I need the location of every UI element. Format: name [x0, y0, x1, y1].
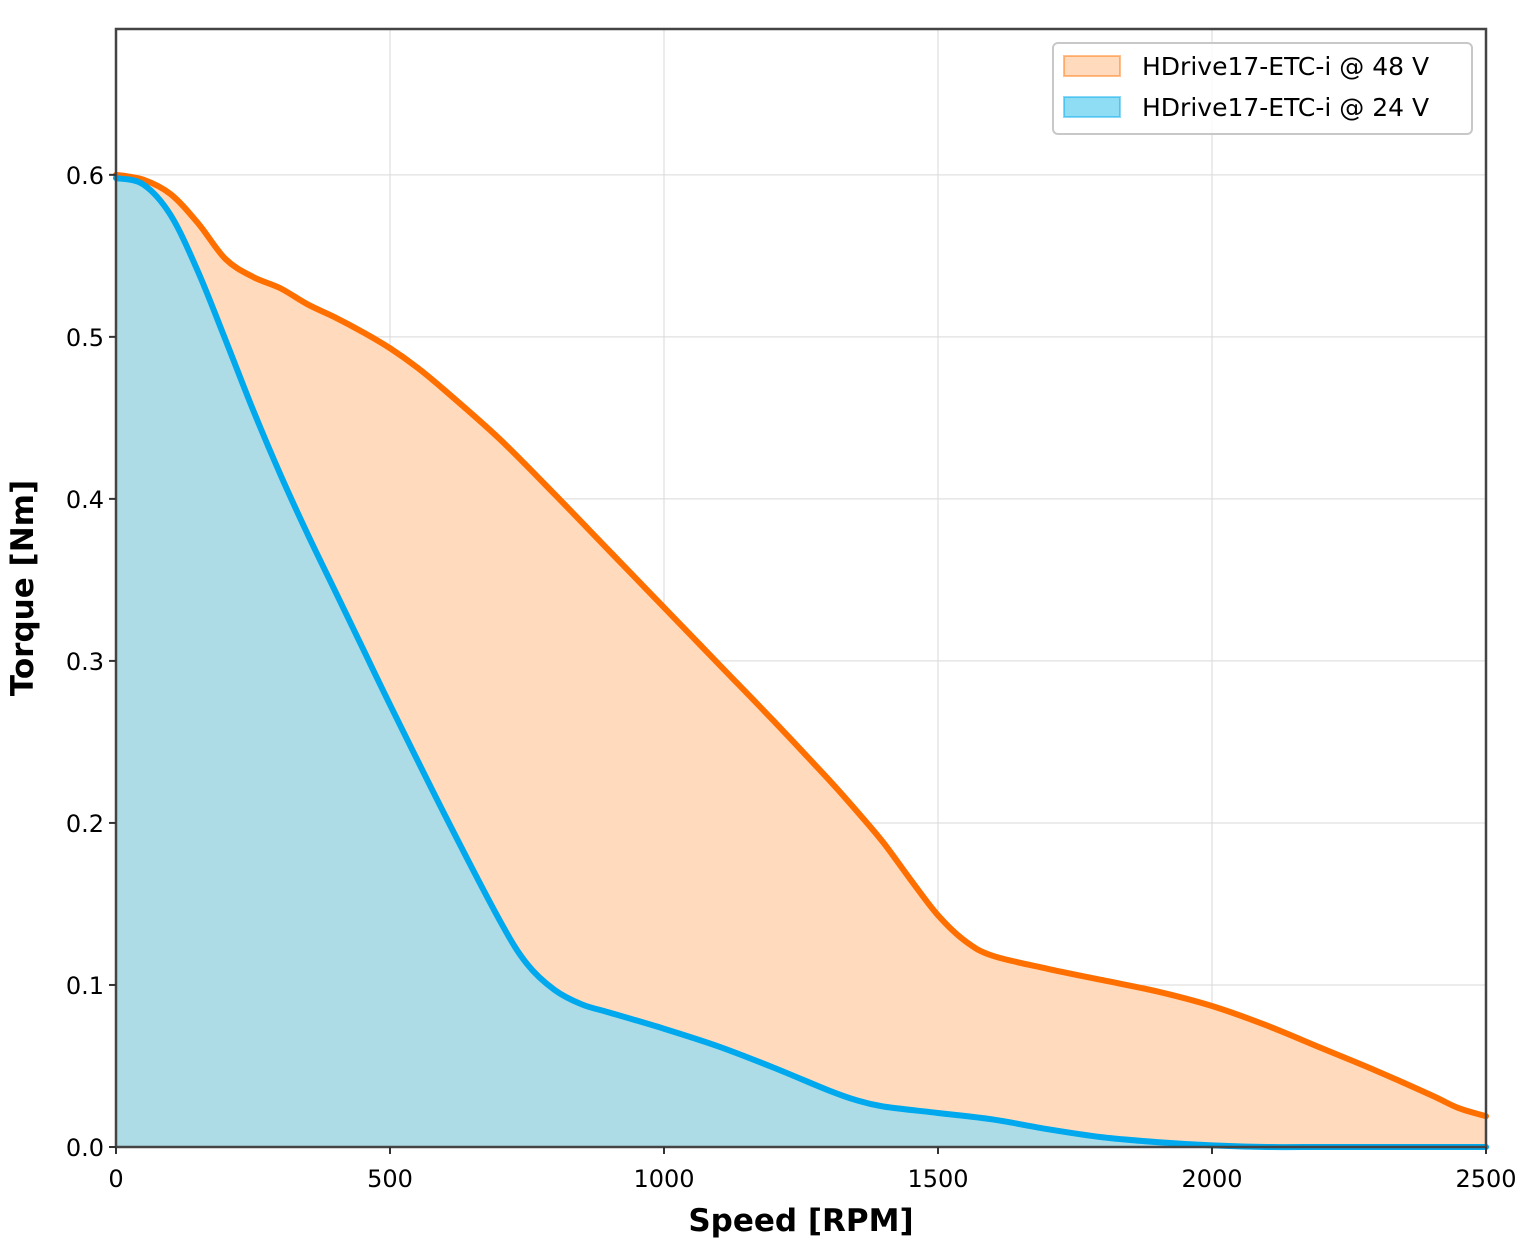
y-axis-title: Torque [Nm]: [5, 480, 41, 696]
plot-frame: [114, 27, 1488, 1149]
y-tick-label: 0.2: [66, 810, 104, 838]
x-axis-title: Speed [RPM]: [688, 1203, 913, 1239]
legend-box: [1052, 42, 1473, 135]
x-axis-ticks: 0 500 1000 1500 2000 2500: [108, 1147, 1517, 1193]
legend-swatch-24v: [1063, 96, 1121, 118]
legend-label-24v: HDrive17-ETC-i @ 24 V: [1142, 93, 1429, 122]
x-tick-label: 0: [108, 1165, 123, 1193]
legend-swatch-48v: [1063, 55, 1121, 77]
y-tick-label: 0.5: [66, 324, 104, 352]
legend-label-48v: HDrive17-ETC-i @ 48 V: [1142, 52, 1429, 81]
x-tick-label: 1000: [633, 1165, 694, 1193]
y-tick-label: 0.6: [66, 162, 104, 190]
area-fills: [116, 174, 1486, 1148]
y-tick-label: 0.1: [66, 972, 104, 1000]
series-lines: [113, 171, 1489, 1151]
x-tick-label: 2500: [1455, 1165, 1516, 1193]
legend: HDrive17-ETC-i @ 48 V HDrive17-ETC-i @ 2…: [1052, 42, 1473, 135]
y-tick-label: 0.3: [66, 648, 104, 676]
y-axis-ticks: 0.0 0.1 0.2 0.3 0.4 0.5 0.6: [66, 162, 116, 1162]
y-tick-label: 0.0: [66, 1134, 104, 1162]
x-tick-label: 1500: [907, 1165, 968, 1193]
area-fill-24v: [116, 178, 1486, 1148]
x-tick-label: 2000: [1181, 1165, 1242, 1193]
y-tick-label: 0.4: [66, 486, 104, 514]
x-tick-label: 500: [367, 1165, 413, 1193]
series-line-48v: [113, 171, 1489, 1120]
series-line-24v: [113, 175, 1489, 1151]
